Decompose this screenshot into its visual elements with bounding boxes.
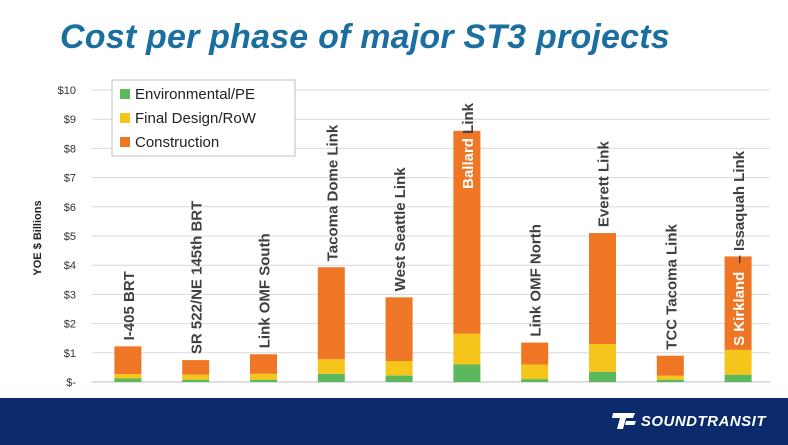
bar-segment <box>317 359 345 374</box>
category-label: S Kirkland – Issaquah Link <box>731 150 748 346</box>
bar-segment <box>317 373 345 382</box>
bar-segment <box>385 360 413 376</box>
bar-segment <box>589 233 616 345</box>
category-label: I-405 BRT <box>121 271 138 340</box>
bar-segment <box>589 371 616 382</box>
bar-segment <box>182 374 210 380</box>
y-tick-label: $4 <box>64 260 76 272</box>
bar-segment <box>453 364 481 382</box>
category-label: Tacoma Dome Link <box>324 124 341 261</box>
stacked-bar-chart: $- $1 $2 $3 $4 $5 $6 $7 $8 $9 $10 YOE $ Billions I… <box>32 79 770 389</box>
category-label: West Seattle Link <box>392 167 409 292</box>
bar-segment <box>114 374 142 379</box>
legend-swatch <box>120 137 130 147</box>
bar-segment <box>724 349 752 375</box>
y-axis-ticks: $- $1 $2 $3 $4 $5 $6 $7 $8 $9 $10 <box>58 85 77 389</box>
y-tick-label: $3 <box>64 289 76 301</box>
category-label: Link OMF South <box>257 233 274 348</box>
sound-transit-logo-icon <box>611 413 636 429</box>
bar-segment <box>114 346 142 375</box>
y-tick-label: $6 <box>64 202 76 214</box>
y-tick-label: $9 <box>64 114 76 126</box>
bar-segment <box>521 379 549 382</box>
category-label: Everett Link <box>596 141 613 228</box>
bar-segment <box>521 364 549 380</box>
sound-transit-logo: SOUNDTRANSIT <box>611 410 766 432</box>
legend-swatch <box>120 113 130 123</box>
bar-segment <box>250 379 277 382</box>
category-label: TCC Tacoma Link <box>663 223 680 349</box>
bar-segment <box>250 373 277 380</box>
bar-segment <box>182 360 210 375</box>
category-label: Ballard Link <box>460 102 477 189</box>
y-axis-label: YOE $ Billions <box>32 200 44 275</box>
bar-segment <box>385 375 413 382</box>
y-tick-label: $- <box>66 377 76 389</box>
bar-segment <box>250 354 277 374</box>
bar-segment <box>589 344 616 372</box>
logo-text: SOUNDTRANSIT <box>640 412 766 430</box>
slide-title: Cost per phase of major ST3 projects <box>60 18 670 56</box>
bar-segment <box>521 342 549 365</box>
category-labels: I-405 BRT SR 522/NE 145th BRT Link OMF Sou… <box>121 102 748 354</box>
y-tick-label: $1 <box>64 348 76 360</box>
category-label: Link OMF North <box>528 224 545 337</box>
y-tick-label: $5 <box>64 231 76 243</box>
bars <box>114 130 752 382</box>
y-tick-label: $2 <box>64 319 76 331</box>
legend-label: Construction <box>135 134 219 151</box>
footer-band: SOUNDTRANSIT <box>0 398 788 445</box>
y-tick-label: $8 <box>64 143 76 155</box>
legend-swatch <box>120 89 130 99</box>
category-label: SR 522/NE 145th BRT <box>189 201 206 354</box>
bar-segment <box>724 374 752 382</box>
y-tick-label: $7 <box>64 173 76 185</box>
legend-label: Environmental/PE <box>135 86 255 103</box>
bar-segment <box>656 375 684 380</box>
bar-segment <box>724 256 752 350</box>
bar-segment <box>385 297 413 361</box>
y-tick-label: $10 <box>58 85 76 97</box>
legend-label: Final Design/RoW <box>135 110 257 127</box>
bar-segment <box>656 379 684 382</box>
bar-segment <box>114 378 142 382</box>
bar-segment <box>453 333 481 365</box>
legend-box <box>111 79 296 157</box>
legend: Environmental/PE Final Design/RoW Construc… <box>111 79 296 157</box>
bar-segment <box>317 267 345 360</box>
bar-segment <box>656 355 684 376</box>
bar-segment <box>182 379 210 382</box>
bar-segment <box>453 130 481 334</box>
